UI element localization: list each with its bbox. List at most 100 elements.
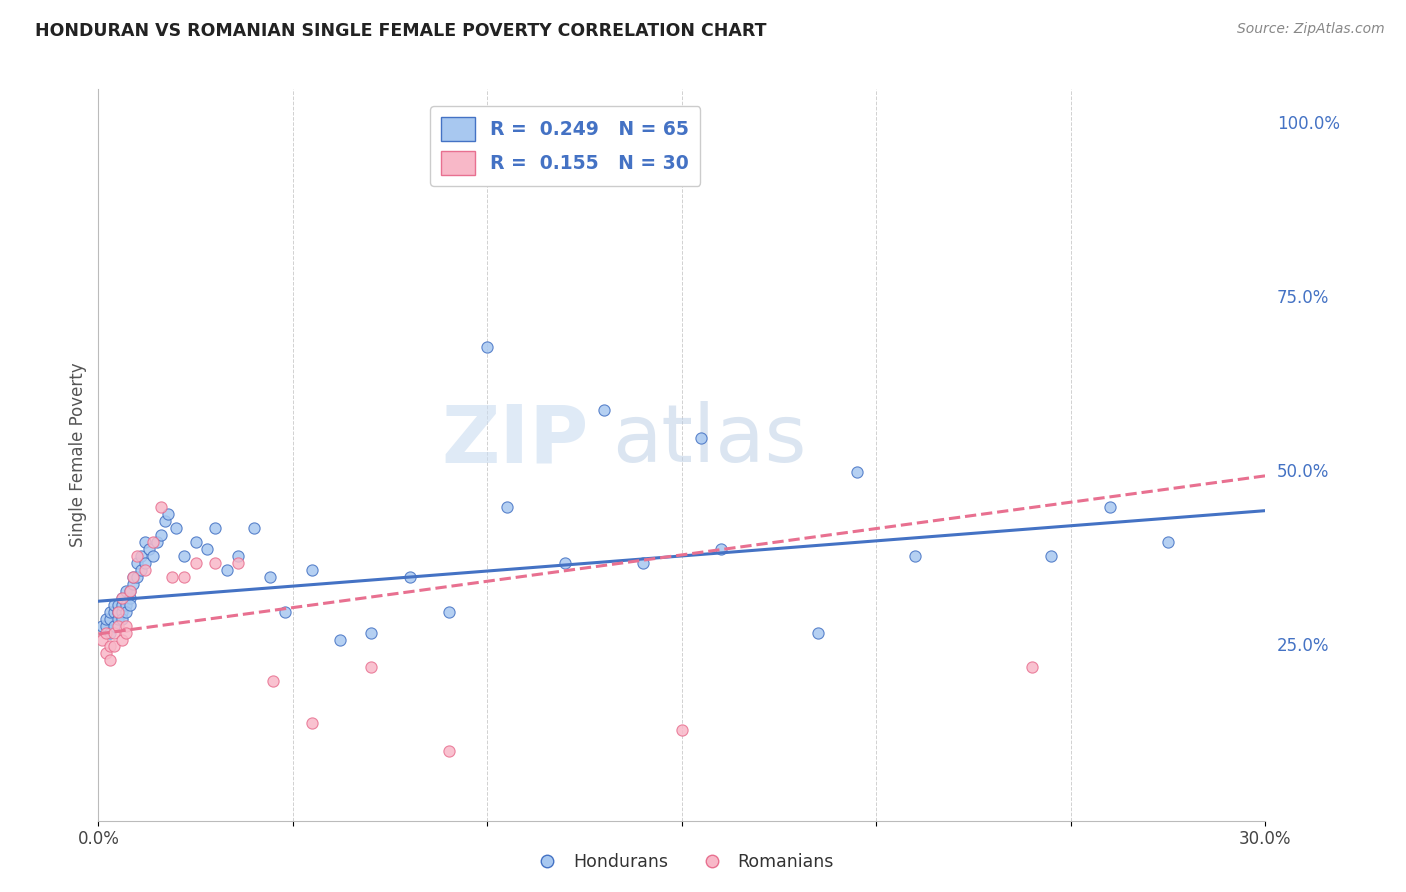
Point — [107, 605, 129, 619]
Point — [114, 625, 136, 640]
Point — [301, 563, 323, 577]
Point — [127, 549, 149, 563]
Point — [1157, 535, 1180, 549]
Text: 75.0%: 75.0% — [1277, 289, 1330, 307]
Point — [96, 618, 118, 632]
Point — [114, 605, 136, 619]
Point — [228, 556, 250, 570]
Point — [111, 591, 134, 605]
Point — [398, 570, 420, 584]
Point — [91, 632, 114, 647]
Point — [138, 541, 160, 556]
Point — [204, 521, 226, 535]
Text: Source: ZipAtlas.com: Source: ZipAtlas.com — [1237, 22, 1385, 37]
Point — [103, 598, 125, 612]
Point — [118, 583, 141, 598]
Y-axis label: Single Female Poverty: Single Female Poverty — [69, 363, 87, 547]
Point — [149, 500, 172, 515]
Point — [495, 500, 517, 515]
Point — [593, 402, 616, 417]
Point — [162, 570, 184, 584]
Point — [146, 535, 169, 549]
Point — [103, 618, 125, 632]
Point — [98, 612, 121, 626]
Point — [710, 541, 733, 556]
Point — [103, 605, 125, 619]
Point — [165, 521, 187, 535]
Point — [103, 625, 125, 640]
Point — [671, 723, 693, 737]
Legend: Hondurans, Romanians: Hondurans, Romanians — [523, 846, 841, 878]
Point — [98, 605, 121, 619]
Point — [1040, 549, 1063, 563]
Text: 100.0%: 100.0% — [1277, 115, 1340, 133]
Point — [153, 514, 176, 528]
Text: ZIP: ZIP — [441, 401, 589, 479]
Point — [111, 632, 134, 647]
Point — [114, 618, 136, 632]
Text: 50.0%: 50.0% — [1277, 463, 1330, 482]
Point — [111, 612, 134, 626]
Point — [118, 591, 141, 605]
Text: 25.0%: 25.0% — [1277, 638, 1330, 656]
Point — [184, 556, 207, 570]
Text: atlas: atlas — [612, 401, 806, 479]
Point — [114, 598, 136, 612]
Point — [904, 549, 927, 563]
Point — [122, 570, 145, 584]
Point — [262, 674, 284, 689]
Point — [122, 570, 145, 584]
Point — [107, 605, 129, 619]
Point — [118, 583, 141, 598]
Point — [690, 430, 713, 444]
Point — [134, 563, 156, 577]
Point — [173, 570, 195, 584]
Point — [107, 605, 129, 619]
Point — [554, 556, 576, 570]
Point — [1098, 500, 1121, 515]
Point — [111, 605, 134, 619]
Point — [96, 647, 118, 661]
Point — [91, 618, 114, 632]
Point — [173, 549, 195, 563]
Point — [845, 466, 868, 480]
Point — [631, 556, 654, 570]
Point — [129, 563, 152, 577]
Point — [204, 556, 226, 570]
Point — [107, 598, 129, 612]
Point — [96, 625, 118, 640]
Point — [477, 340, 499, 354]
Point — [1021, 660, 1043, 674]
Point — [118, 598, 141, 612]
Point — [127, 556, 149, 570]
Point — [98, 625, 121, 640]
Point — [437, 744, 460, 758]
Point — [96, 612, 118, 626]
Point — [274, 605, 297, 619]
Point — [142, 535, 165, 549]
Point — [142, 549, 165, 563]
Point — [228, 549, 250, 563]
Point — [114, 583, 136, 598]
Text: HONDURAN VS ROMANIAN SINGLE FEMALE POVERTY CORRELATION CHART: HONDURAN VS ROMANIAN SINGLE FEMALE POVER… — [35, 22, 766, 40]
Point — [157, 507, 180, 521]
Point — [111, 598, 134, 612]
Point — [437, 605, 460, 619]
Point — [301, 716, 323, 731]
Point — [329, 632, 352, 647]
Point — [215, 563, 238, 577]
Point — [111, 591, 134, 605]
Point — [134, 535, 156, 549]
Point — [807, 625, 830, 640]
Point — [195, 541, 218, 556]
Point — [107, 612, 129, 626]
Point — [259, 570, 281, 584]
Point — [360, 625, 382, 640]
Point — [134, 556, 156, 570]
Point — [107, 618, 129, 632]
Point — [103, 640, 125, 654]
Point — [184, 535, 207, 549]
Point — [129, 549, 152, 563]
Point — [127, 570, 149, 584]
Point — [243, 521, 266, 535]
